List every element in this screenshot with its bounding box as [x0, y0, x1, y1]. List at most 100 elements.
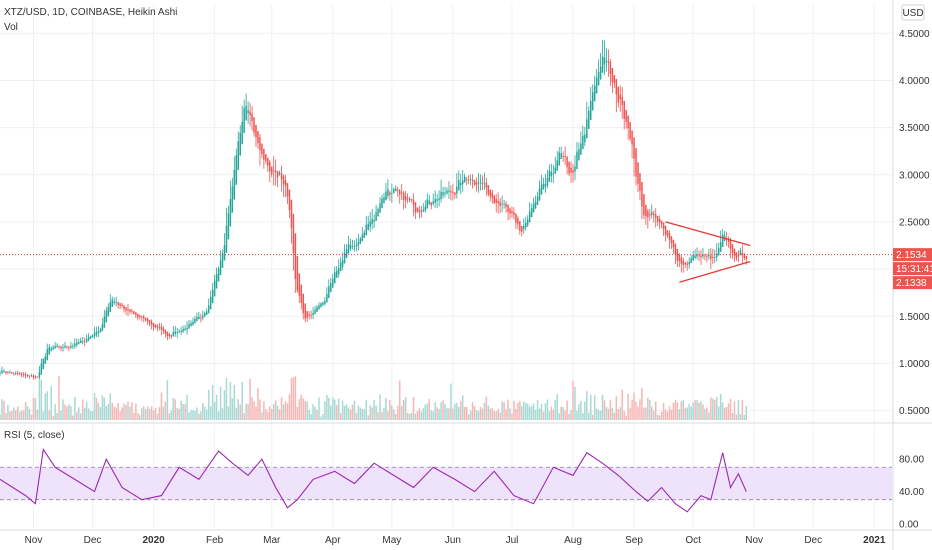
volume-bar	[46, 391, 49, 420]
volume-bar	[623, 411, 625, 420]
volume-bar	[725, 407, 728, 420]
candle-body	[526, 219, 529, 226]
volume-bar	[477, 410, 480, 420]
candle-body	[343, 252, 346, 264]
candle-body	[473, 179, 476, 185]
candle-body	[141, 316, 143, 318]
volume-bar	[184, 404, 186, 420]
volume-bar	[708, 412, 710, 420]
volume-bar	[223, 390, 226, 420]
volume-bar	[300, 394, 303, 420]
volume-bar	[294, 376, 297, 420]
candle-body	[170, 334, 173, 337]
candle-body	[353, 246, 356, 247]
candle-body	[450, 191, 452, 193]
volume-bar	[597, 410, 600, 420]
candle-body	[446, 190, 448, 194]
candle-body	[119, 303, 121, 306]
candle-body	[156, 326, 159, 328]
candle-body	[123, 305, 125, 310]
volume-bar	[528, 406, 531, 420]
volume-bar	[416, 410, 419, 420]
volume-bar	[599, 410, 602, 420]
currency-button[interactable]: USD	[901, 4, 925, 21]
volume-bar	[365, 399, 368, 420]
volume-bar	[123, 403, 125, 420]
candle-body	[658, 218, 661, 223]
candle-body	[261, 143, 263, 155]
volume-bar	[704, 408, 706, 420]
volume-bar	[292, 377, 295, 420]
candle-body	[182, 329, 184, 332]
candle-body	[550, 171, 553, 177]
volume-bar	[72, 415, 74, 420]
candle-body	[381, 198, 383, 209]
volume-bar	[487, 405, 490, 420]
volume-bar	[586, 391, 588, 420]
volume-bar	[70, 405, 72, 420]
volume-bar	[385, 398, 387, 420]
candle-body	[107, 307, 110, 317]
rsi-tick-label: 40.00	[899, 487, 924, 498]
volume-bar	[154, 407, 157, 420]
candle-body	[347, 244, 350, 254]
candle-body	[599, 66, 602, 79]
candle-body	[627, 116, 629, 129]
candle-body	[438, 198, 440, 201]
candle-body	[552, 173, 555, 175]
candle-body	[337, 267, 340, 275]
candle-body	[284, 180, 287, 186]
candle-body	[440, 191, 442, 200]
countdown-tag	[893, 262, 932, 276]
volume-bar	[1, 399, 3, 420]
volume-bar	[387, 411, 389, 420]
candle-body	[479, 182, 482, 184]
candle-body	[745, 255, 748, 260]
volume-bar	[517, 402, 519, 420]
rsi-axis[interactable]: 0.00 40.00 80.00	[899, 455, 924, 531]
time-axis[interactable]: Nov Dec 2020 Feb Mar Apr May Jun Jul Aug Sep Oct Nov…	[25, 535, 886, 546]
volume-bar	[78, 407, 80, 420]
volume-bar	[682, 399, 685, 420]
candle-body	[97, 331, 100, 334]
volume-bar	[150, 406, 153, 420]
volume-bar	[144, 409, 147, 420]
candle-body	[664, 225, 667, 235]
candle-body	[456, 186, 458, 194]
candle-body	[158, 326, 161, 328]
volume-bar	[270, 408, 273, 420]
time-tick-label: Nov	[25, 535, 43, 546]
trendline	[679, 260, 751, 283]
candle-body	[288, 189, 291, 210]
volume-bar	[739, 414, 742, 420]
candle-body	[95, 331, 98, 335]
volume-bar	[676, 402, 679, 420]
volume-bar	[489, 408, 492, 420]
candle-body	[676, 248, 679, 261]
candle-body	[511, 211, 513, 213]
candle-body	[239, 132, 241, 156]
volume-bar	[113, 406, 115, 420]
candle-body	[229, 199, 232, 227]
volume-bar	[371, 407, 373, 420]
volume-bar	[0, 414, 1, 420]
candle-body	[393, 189, 395, 194]
candle-body	[186, 327, 188, 330]
volume-bar	[64, 404, 66, 420]
candle-body	[452, 191, 454, 193]
volume-bars	[0, 368, 748, 420]
candle-body	[426, 199, 429, 209]
candle-body	[389, 192, 391, 195]
candle-body	[243, 107, 245, 134]
volume-bar	[649, 400, 651, 420]
volume-bar	[536, 400, 539, 420]
countdown-tag-text: 15:31:41	[896, 264, 932, 275]
candle-body	[513, 212, 515, 216]
volume-bar	[446, 408, 448, 420]
annotations	[0, 221, 892, 283]
price-tick-label: 4.5000	[899, 29, 930, 40]
candle-body	[603, 57, 606, 65]
candle-body	[361, 234, 364, 242]
volume-bar	[302, 398, 304, 420]
volume-bar	[243, 413, 245, 420]
